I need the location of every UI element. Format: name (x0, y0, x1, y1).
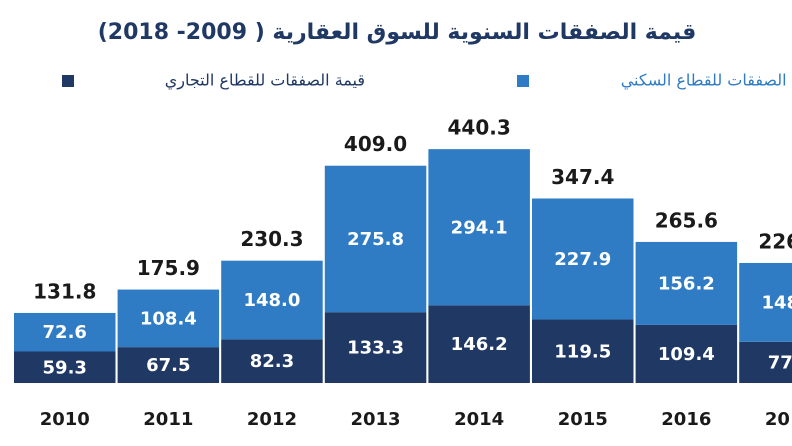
segment-label: 148.0 (243, 290, 300, 311)
x-tick-label: 2010 (40, 409, 90, 430)
total-label: 226.0 (758, 229, 792, 253)
bar-segment (739, 341, 792, 383)
segment-label: 77.6 (768, 352, 792, 373)
total-label: 440.3 (448, 116, 511, 140)
chart-title: قيمة الصفقات السنوية للسوق العقارية ( 20… (98, 20, 697, 45)
total-label: 265.6 (655, 208, 718, 232)
bar-segment (14, 312, 116, 352)
x-tick-label: 2013 (350, 409, 400, 430)
bar-segment (117, 289, 220, 348)
bar-segment (532, 319, 634, 383)
legend-swatch (517, 75, 529, 87)
segment-label: 146.2 (451, 334, 508, 355)
bar-segment (635, 324, 738, 383)
segment-label: 133.3 (347, 338, 404, 359)
bar-segment (221, 260, 323, 340)
segment-label: 294.1 (451, 217, 508, 238)
segment-label: 109.4 (658, 344, 715, 365)
total-label: 409.0 (344, 132, 407, 156)
segment-label: 156.2 (658, 273, 715, 294)
x-tick-label: 2016 (661, 409, 711, 430)
total-label: 131.8 (33, 279, 96, 303)
segment-label: 72.6 (43, 322, 87, 343)
segment-label: 119.5 (554, 341, 611, 362)
segment-label: 227.9 (554, 249, 611, 270)
legend-label: قيمة الصفقات للقطاع التجاري (165, 71, 365, 91)
x-tick-label: 2015 (558, 409, 608, 430)
bar-segment (117, 347, 220, 383)
total-label: 230.3 (240, 227, 303, 251)
total-label: 347.4 (551, 165, 614, 189)
segment-label: 108.4 (140, 308, 197, 329)
total-label: 175.9 (137, 256, 200, 280)
legend-swatch (62, 75, 74, 87)
bar-segment (14, 351, 116, 383)
x-tick-label: 2012 (247, 409, 297, 430)
bar-segment (324, 312, 427, 383)
x-tick-label: 2011 (143, 409, 193, 430)
bar-segment (739, 262, 792, 342)
segment-label: 275.8 (347, 229, 404, 250)
bar-segment (635, 241, 738, 325)
x-tick-label: 2014 (454, 409, 504, 430)
segment-label: 148.4 (761, 292, 792, 313)
segment-label: 67.5 (146, 355, 190, 376)
bar-segment (324, 165, 427, 313)
segment-label: 82.3 (250, 351, 294, 372)
segment-label: 59.3 (43, 357, 87, 378)
legend-label: قيمة الصفقات للقطاع السكني (621, 71, 792, 91)
bar-segment (428, 149, 530, 306)
bar-segment (221, 339, 323, 383)
x-tick-label: 2017 (765, 409, 792, 430)
bar-segment (428, 305, 530, 383)
bar-segment (532, 198, 634, 320)
